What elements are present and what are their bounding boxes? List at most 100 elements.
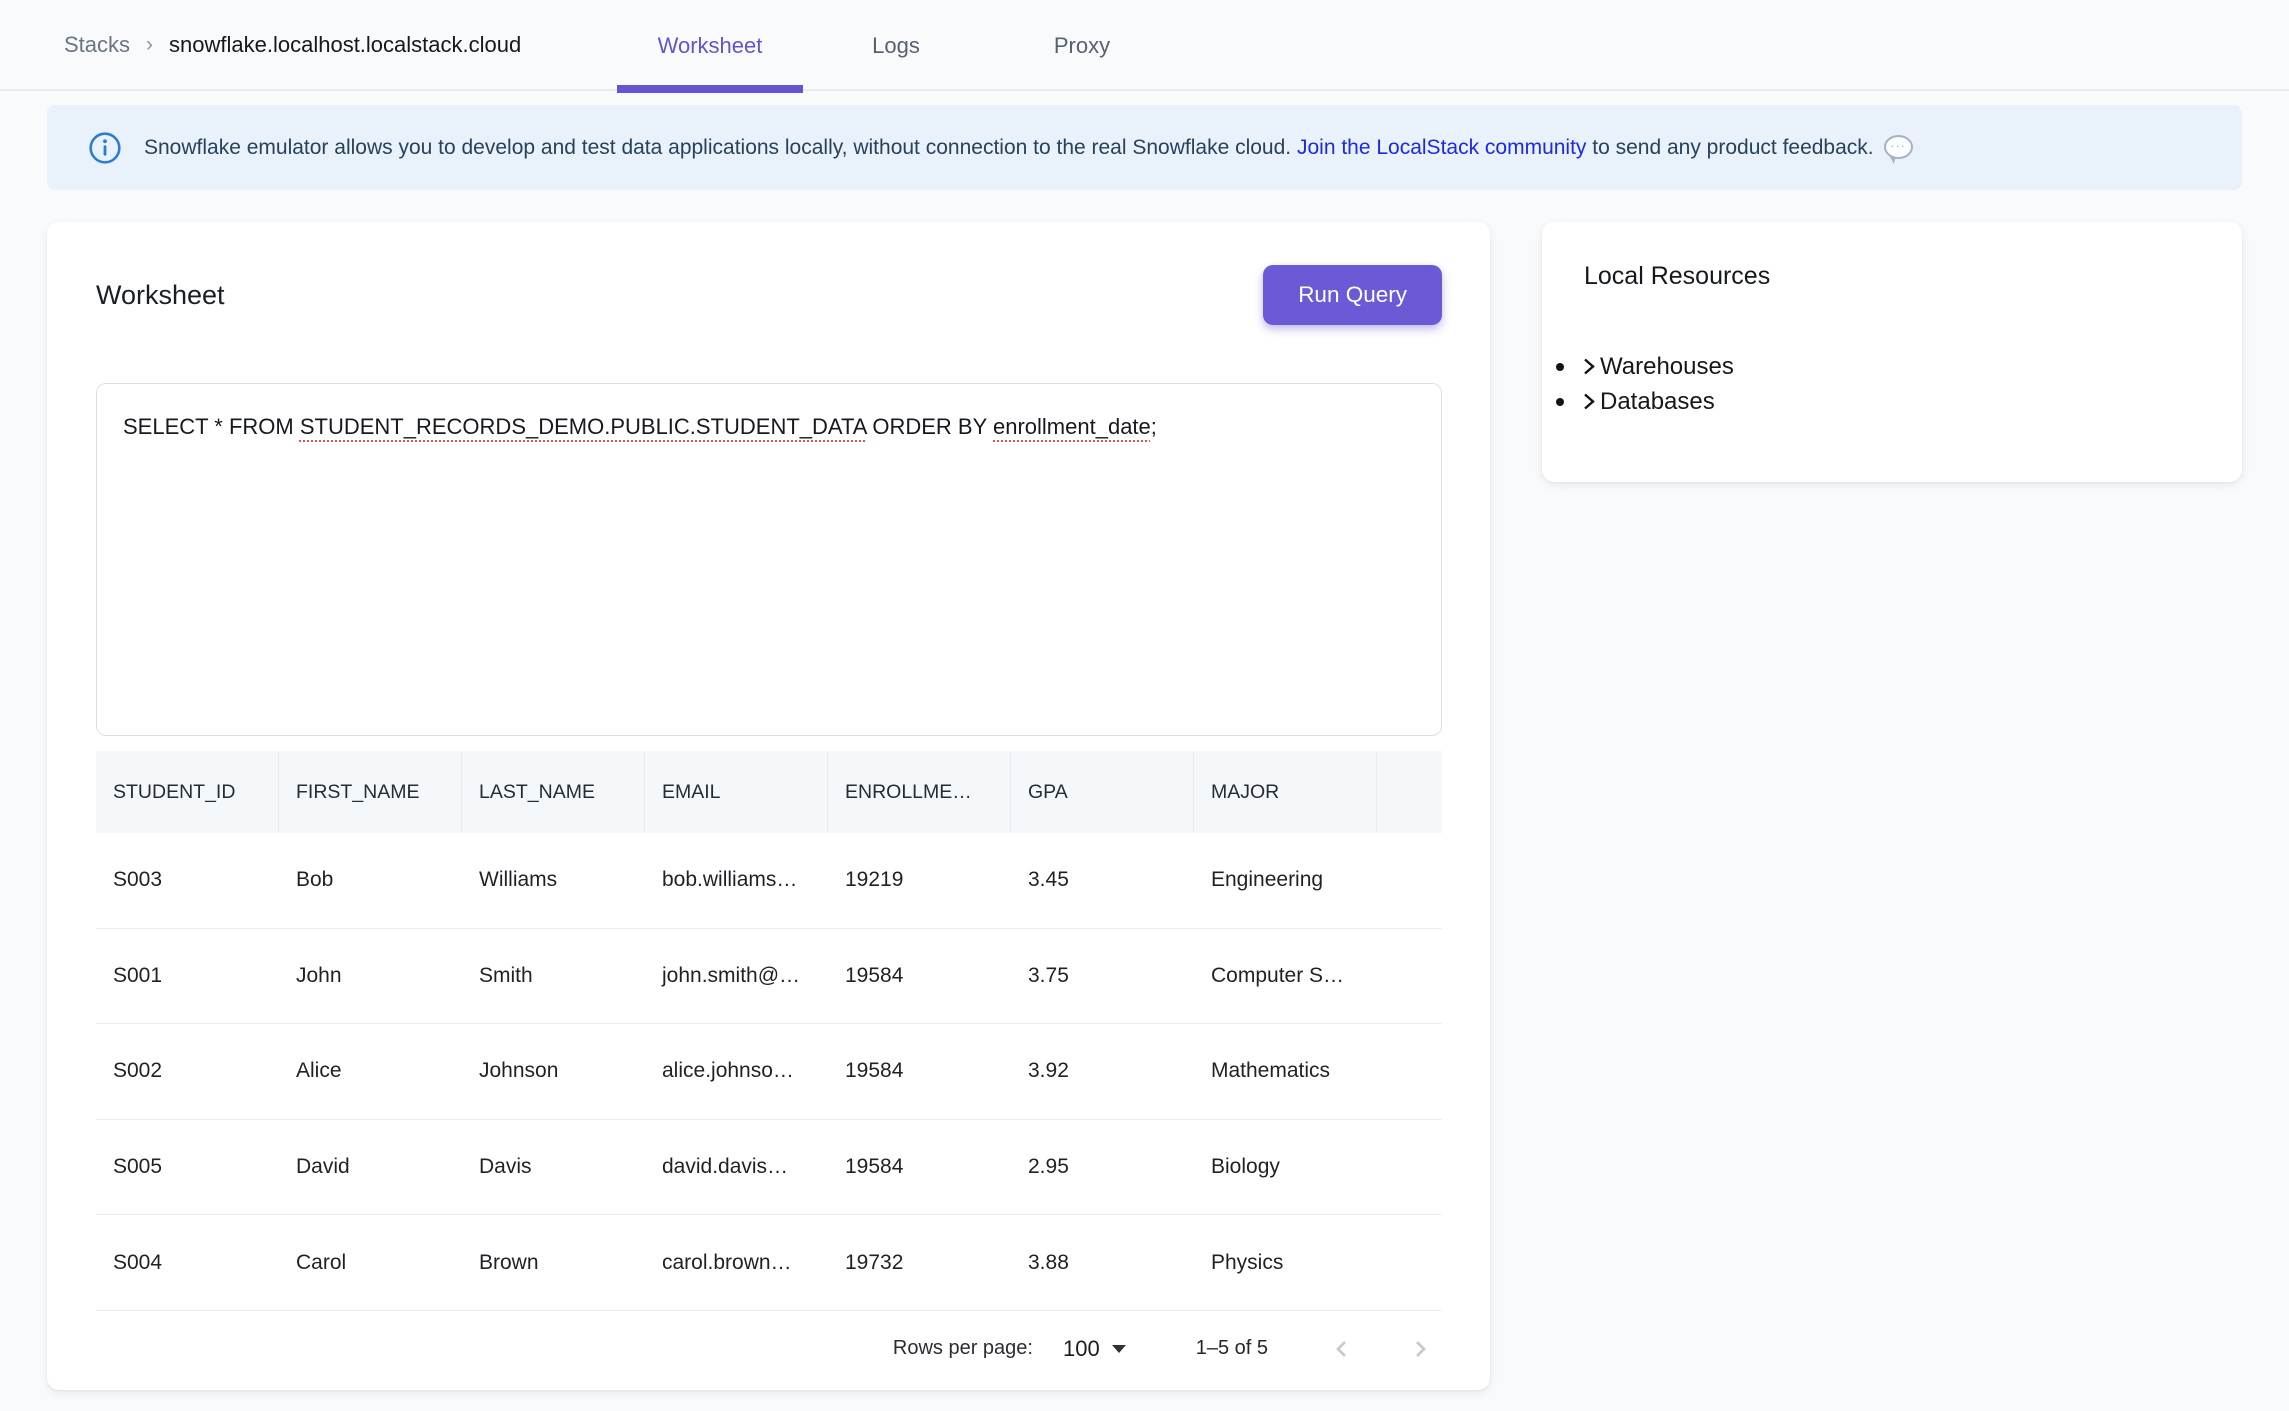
table-cell: Carol	[296, 1250, 347, 1274]
tree-item-label: Databases	[1600, 387, 1715, 415]
chevron-right-icon	[1580, 390, 1597, 413]
column-header: MAJOR	[1194, 751, 1377, 833]
column-header: EMAIL	[645, 751, 828, 833]
breadcrumb: Stacks › snowflake.localhost.localstack.…	[64, 0, 521, 89]
column-header: GPA	[1011, 751, 1194, 833]
previous-page-button[interactable]	[1320, 1327, 1364, 1371]
chevron-right-icon	[1580, 355, 1597, 378]
table-cell: 19584	[845, 963, 904, 987]
bullet-icon	[1556, 397, 1564, 406]
table-cell: Williams	[479, 868, 558, 892]
table-body: S003 Bob Williams bob.williams… 19219 3.45 Eng…	[96, 833, 1442, 1311]
table-cell: john.smith@…	[662, 963, 801, 987]
tree-item-label: Warehouses	[1600, 352, 1734, 380]
table-cell: 19732	[845, 1250, 904, 1274]
chevron-right-icon	[1416, 1341, 1426, 1357]
sql-text: ;	[1150, 414, 1157, 439]
results-table: STUDENT_ID FIRST_NAME LAST_NAME EMAIL ENROLL…	[96, 751, 1442, 1311]
local-resources-title: Local Resources	[1584, 262, 1771, 290]
tab-label: Proxy	[1053, 32, 1111, 58]
next-page-button[interactable]	[1398, 1327, 1442, 1371]
info-icon	[89, 131, 121, 164]
table-cell: 3.75	[1028, 963, 1069, 987]
table-cell: S004	[113, 1250, 163, 1274]
tab-worksheet[interactable]: Worksheet	[617, 0, 803, 93]
tabs: Worksheet Logs Proxy	[617, 0, 1175, 93]
breadcrumb-current: snowflake.localhost.localstack.cloud	[169, 31, 522, 57]
tab-proxy[interactable]: Proxy	[989, 0, 1175, 91]
table-row[interactable]: S002 Alice Johnson alice.johnso… 19584 3.92 Ma…	[96, 1024, 1442, 1120]
page-title: Worksheet	[96, 279, 225, 310]
table-cell: S005	[113, 1155, 163, 1179]
table-cell: bob.williams…	[662, 868, 798, 892]
rows-per-page-select[interactable]: 100	[1063, 1336, 1126, 1362]
table-cell: Computer S…	[1211, 963, 1345, 987]
table-row[interactable]: S003 Bob Williams bob.williams… 19219 3.45 Eng…	[96, 833, 1442, 929]
table-cell: Engineering	[1211, 868, 1324, 892]
dropdown-caret-icon	[1111, 1344, 1126, 1353]
tree-item-warehouses[interactable]: Warehouses	[1556, 349, 2200, 384]
banner-text: Snowflake emulator allows you to develop…	[144, 135, 1913, 160]
table-cell: 3.92	[1028, 1059, 1069, 1083]
table-row[interactable]: S004 Carol Brown carol.brown… 19732 3.88 Physi…	[96, 1215, 1442, 1311]
run-query-button[interactable]: Run Query	[1263, 265, 1442, 325]
column-header: LAST_NAME	[462, 751, 645, 833]
sql-column-ref: enrollment_date	[993, 414, 1151, 439]
table-cell: Mathematics	[1211, 1059, 1331, 1083]
table-cell: John	[296, 963, 342, 987]
tree-item-databases[interactable]: Databases	[1556, 384, 2200, 419]
table-cell: Davis	[479, 1155, 532, 1179]
table-header-row: STUDENT_ID FIRST_NAME LAST_NAME EMAIL ENROLL…	[96, 751, 1442, 833]
breadcrumb-separator: ›	[146, 32, 154, 56]
column-header: ENROLLME…	[828, 751, 1011, 833]
speech-bubble-icon: ···	[1883, 135, 1913, 159]
column-header: FIRST_NAME	[279, 751, 462, 833]
rows-per-page-value: 100	[1062, 1335, 1100, 1361]
sql-table-ref: STUDENT_RECORDS_DEMO.PUBLIC.STUDENT_DATA	[299, 414, 867, 439]
top-bar: Stacks › snowflake.localhost.localstack.…	[0, 0, 2289, 93]
table-cell: Smith	[479, 963, 533, 987]
rows-per-page-label: Rows per page:	[892, 1337, 1033, 1360]
column-header: STUDENT_ID	[96, 751, 279, 833]
sql-text: ORDER BY	[866, 414, 993, 439]
table-cell: S002	[113, 1059, 163, 1083]
breadcrumb-link-stacks[interactable]: Stacks	[64, 31, 131, 57]
table-pagination: Rows per page: 100 1–5 of 5	[96, 1311, 1442, 1387]
table-cell: 3.45	[1028, 868, 1069, 892]
tab-label: Worksheet	[657, 32, 763, 58]
resources-tree: Warehouses Databases	[1556, 349, 2200, 419]
table-cell: S003	[113, 868, 163, 892]
pagination-range-label: 1–5 of 5	[1195, 1337, 1268, 1360]
local-resources-panel: Local Resources Warehouses Databases	[1542, 222, 2242, 482]
table-row[interactable]: S001 John Smith john.smith@… 19584 3.75 Comput…	[96, 929, 1442, 1025]
active-tab-underline	[617, 85, 803, 93]
table-cell: Alice	[296, 1059, 342, 1083]
banner-text-before: Snowflake emulator allows you to develop…	[144, 136, 1297, 159]
sql-text: SELECT * FROM	[123, 414, 300, 439]
table-row[interactable]: S005 David Davis david.davis… 19584 2.95 Biolo…	[96, 1120, 1442, 1216]
table-cell: 19219	[845, 868, 904, 892]
table-cell: Physics	[1211, 1250, 1284, 1274]
table-cell: alice.johnso…	[662, 1059, 794, 1083]
table-cell: david.davis…	[662, 1155, 789, 1179]
banner-text-after: to send any product feedback.	[1586, 136, 1874, 159]
table-cell: carol.brown…	[662, 1250, 792, 1274]
table-cell: 19584	[845, 1059, 904, 1083]
worksheet-panel: Worksheet Run Query SELECT * FROM STUDEN…	[47, 222, 1490, 1390]
sql-editor[interactable]: SELECT * FROM STUDENT_RECORDS_DEMO.PUBLI…	[96, 383, 1442, 736]
info-banner: Snowflake emulator allows you to develop…	[47, 105, 2242, 190]
table-cell: 2.95	[1028, 1155, 1069, 1179]
chevron-left-icon	[1336, 1341, 1346, 1357]
table-cell: 19584	[845, 1155, 904, 1179]
table-cell: Brown	[479, 1250, 539, 1274]
column-header-filler	[1377, 751, 1442, 833]
table-cell: 3.88	[1028, 1250, 1069, 1274]
table-cell: Biology	[1211, 1155, 1280, 1179]
tab-logs[interactable]: Logs	[803, 0, 989, 91]
community-link[interactable]: Join the LocalStack community	[1296, 136, 1587, 159]
bullet-icon	[1556, 362, 1564, 371]
worksheet-header: Worksheet Run Query	[96, 264, 1442, 326]
tab-label: Logs	[872, 32, 920, 58]
table-cell: Johnson	[479, 1059, 559, 1083]
table-cell: Bob	[296, 868, 334, 892]
